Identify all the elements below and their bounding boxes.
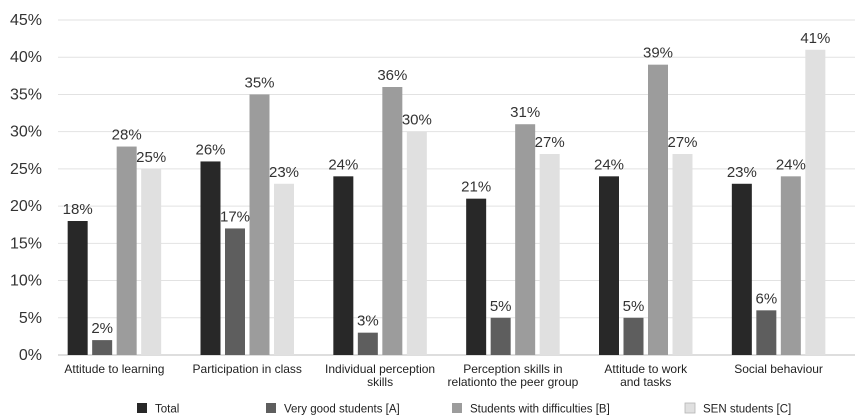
bar-1-2 (249, 94, 270, 355)
bar-5-0 (731, 183, 752, 355)
data-label-0-3: 25% (136, 149, 166, 166)
bar-4-3 (672, 154, 693, 355)
data-label-5-3: 41% (800, 30, 830, 47)
category-label-2: Individual perception skills (325, 362, 435, 389)
y-tick-label-10: 10% (10, 273, 42, 290)
legend-swatch-1 (266, 403, 276, 413)
y-tick-label-25: 25% (10, 161, 42, 178)
data-label-2-2: 36% (377, 67, 407, 84)
category-label-line: and tasks (620, 375, 671, 389)
data-label-3-2: 31% (510, 104, 540, 121)
legend-label-3: SEN students [C] (703, 404, 791, 416)
category-label-0: Attitude to learning (64, 362, 164, 376)
category-label-line: Participation in class (193, 362, 302, 376)
bar-5-1 (756, 310, 777, 355)
y-tick-label-20: 20% (10, 198, 42, 215)
legend: Total Very good students [A] Students with… (137, 402, 791, 416)
category-label-5: Social behaviour (734, 362, 823, 376)
category-label-line: skills (367, 375, 393, 389)
bar-5-3 (805, 49, 826, 356)
bar-1-1 (225, 228, 245, 355)
gridlines (58, 19, 855, 356)
y-axis-ticks: 0% 5% 10% 15% 20% 25% 30% 35% 40% 45% (10, 12, 42, 364)
bar-2-1 (357, 332, 378, 355)
bars (67, 49, 826, 356)
data-label-3-0: 21% (461, 179, 491, 196)
y-tick-label-30: 30% (10, 124, 42, 141)
category-label-line: Social behaviour (734, 362, 823, 376)
legend-label-1: Very good students [A] (284, 404, 400, 416)
bar-4-1 (623, 317, 644, 355)
bar-2-0 (333, 176, 354, 355)
category-label-line: relationto the peer group (448, 375, 579, 389)
legend-label-2: Students with difficulties [B] (470, 404, 610, 416)
bar-2-2 (382, 87, 403, 355)
category-label-3: Perception skills in relationto the peer … (448, 362, 579, 389)
y-tick-label-15: 15% (10, 235, 42, 252)
bar-3-1 (490, 317, 511, 355)
bar-0-2 (116, 146, 137, 355)
category-label-line: Attitude to learning (64, 362, 164, 376)
data-label-4-0: 24% (594, 156, 624, 173)
bar-1-3 (274, 183, 294, 355)
data-label-1-0: 26% (195, 141, 225, 158)
bar-2-3 (406, 131, 427, 355)
y-tick-label-40: 40% (10, 49, 42, 66)
data-labels: 18% 2% 28% 25% 26% 17% 35% 23% 24% 3% 36% 30% 21% 5% 3… (63, 30, 831, 337)
data-label-2-1: 3% (357, 313, 379, 330)
data-label-0-1: 2% (91, 320, 113, 337)
y-tick-label-5: 5% (19, 310, 42, 327)
data-label-0-2: 28% (112, 127, 142, 144)
data-label-5-2: 24% (776, 156, 806, 173)
bar-5-2 (780, 176, 801, 355)
y-tick-label-35: 35% (10, 86, 42, 103)
data-label-2-0: 24% (328, 156, 358, 173)
data-label-3-3: 27% (535, 134, 565, 151)
data-label-2-3: 30% (402, 112, 432, 129)
data-label-0-0: 18% (63, 201, 93, 218)
category-label-line: Attitude to work (604, 362, 688, 376)
bar-3-3 (539, 154, 560, 355)
category-label-4: Attitude to work and tasks (604, 362, 688, 389)
data-label-1-1: 17% (220, 208, 250, 225)
legend-swatch-2 (452, 403, 462, 413)
bar-0-3 (141, 168, 162, 355)
bar-3-0 (466, 198, 487, 355)
category-label-1: Participation in class (193, 362, 302, 376)
category-labels: Attitude to learning Participation in cla… (64, 362, 823, 389)
y-tick-label-0: 0% (19, 347, 42, 364)
legend-swatch-3 (684, 402, 696, 414)
category-label-line: Perception skills in (463, 362, 562, 376)
data-label-4-1: 5% (623, 298, 645, 315)
bar-4-2 (648, 64, 668, 356)
legend-swatch-0 (137, 403, 147, 413)
category-label-line: Individual perception (325, 362, 435, 376)
bar-0-0 (67, 221, 88, 355)
data-label-4-2: 39% (643, 45, 673, 62)
data-label-5-1: 6% (755, 290, 777, 307)
data-label-1-3: 23% (269, 164, 299, 181)
data-label-5-0: 23% (727, 164, 757, 181)
legend-label-0: Total (155, 404, 179, 416)
data-label-4-3: 27% (667, 134, 697, 151)
y-tick-label-45: 45% (10, 12, 42, 29)
data-label-3-1: 5% (490, 298, 512, 315)
bar-1-0 (200, 161, 221, 355)
bar-3-2 (515, 124, 536, 355)
data-label-1-2: 35% (244, 74, 274, 91)
bar-4-0 (599, 176, 619, 355)
bar-0-1 (92, 340, 113, 355)
